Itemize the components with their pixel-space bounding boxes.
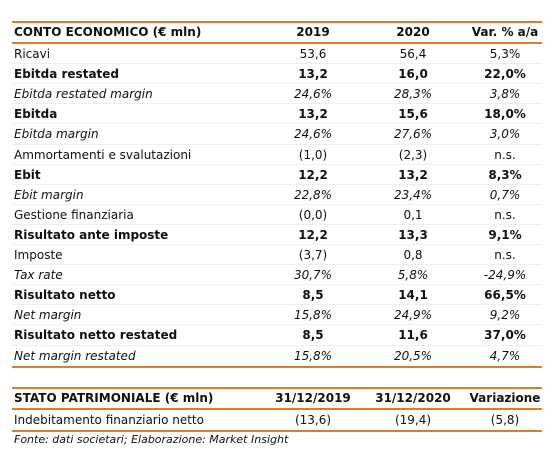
- value-cell: (0,0): [298, 207, 328, 222]
- value-cell: 30,7%: [293, 268, 333, 283]
- value-cell: 15,8%: [293, 348, 333, 363]
- header-cell: 2019: [296, 25, 330, 39]
- value-cell: 66,5%: [484, 288, 526, 303]
- row-label: Net margin restated: [14, 348, 136, 363]
- value-cell: 0,8: [403, 248, 423, 262]
- value-cell: -24,9%: [483, 268, 527, 283]
- value-cell: 8,3%: [488, 167, 522, 182]
- value-cell: 24,9%: [393, 308, 433, 323]
- value-cell: (3,7): [298, 248, 328, 262]
- row-label: Ebitda: [14, 107, 58, 122]
- value-cell: 12,2: [298, 227, 328, 242]
- value-cell: 23,4%: [393, 187, 433, 202]
- row-label: Ebitda margin: [14, 127, 99, 142]
- value-cell: (1,0): [298, 147, 328, 162]
- value-cell: (2,3): [398, 147, 428, 162]
- row-separator: [12, 264, 542, 266]
- value-cell: 53,6: [299, 47, 327, 61]
- value-cell: 5,3%: [489, 47, 521, 61]
- value-cell: 0,1: [403, 207, 423, 222]
- value-cell: 24,6%: [293, 127, 333, 142]
- value-cell: 0,7%: [489, 187, 521, 202]
- value-cell: 3,0%: [489, 127, 521, 142]
- value-cell: 16,0: [398, 67, 428, 82]
- row-separator: [12, 103, 542, 105]
- value-cell: 15,8%: [293, 308, 333, 323]
- row-separator: [12, 304, 542, 306]
- value-cell: 9,1%: [488, 227, 522, 242]
- row-label: Ebit margin: [14, 187, 84, 202]
- value-cell: 8,5: [302, 288, 324, 303]
- value-cell: n.s.: [494, 248, 516, 262]
- row-label: Indebitamento finanziario netto: [14, 413, 204, 427]
- row-separator: [12, 63, 542, 65]
- value-cell: 56,4: [399, 47, 427, 61]
- value-cell: (13,6): [294, 413, 332, 427]
- header-cell: 31/12/2019: [275, 391, 351, 405]
- value-cell: 14,1: [398, 288, 428, 303]
- header-cell: CONTO ECONOMICO (€ mln): [14, 25, 202, 39]
- header-rule: [12, 408, 542, 410]
- row-label: Net margin: [14, 308, 82, 323]
- value-cell: 20,5%: [393, 348, 433, 363]
- row-label: Risultato netto restated: [14, 328, 178, 343]
- value-cell: 37,0%: [484, 328, 526, 343]
- value-cell: (5,8): [490, 413, 520, 427]
- value-cell: 8,5: [302, 328, 324, 343]
- value-cell: n.s.: [494, 207, 516, 222]
- row-label: Gestione finanziaria: [14, 207, 134, 222]
- value-cell: 9,2%: [489, 308, 521, 323]
- value-cell: 13,2: [398, 167, 428, 182]
- value-cell: 15,6: [398, 107, 428, 122]
- header-rule: [12, 21, 542, 23]
- row-label: Ammortamenti e svalutazioni: [14, 147, 192, 162]
- value-cell: n.s.: [494, 147, 516, 162]
- row-label: Tax rate: [14, 268, 63, 283]
- row-separator: [12, 284, 542, 286]
- bottom-rule: [12, 430, 542, 432]
- value-cell: 27,6%: [393, 127, 433, 142]
- header-rule: [12, 387, 542, 389]
- value-cell: 11,6: [398, 328, 428, 343]
- row-separator: [12, 143, 542, 145]
- footer-note: Fonte: dati societari; Elaborazione: Mar…: [14, 433, 289, 446]
- value-cell: 5,8%: [397, 268, 429, 283]
- value-cell: 18,0%: [484, 107, 526, 122]
- value-cell: 13,3: [398, 227, 428, 242]
- row-separator: [12, 223, 542, 225]
- row-label: Ricavi: [14, 47, 51, 61]
- row-label: Ebit: [14, 167, 41, 182]
- header-cell: Var. % a/a: [471, 25, 539, 39]
- value-cell: (19,4): [394, 413, 432, 427]
- value-cell: 13,2: [298, 107, 328, 122]
- header-cell: 31/12/2020: [375, 391, 451, 405]
- value-cell: 22,8%: [293, 187, 333, 202]
- row-label: Risultato netto: [14, 288, 116, 303]
- header-rule: [12, 42, 542, 44]
- value-cell: 28,3%: [393, 87, 433, 102]
- row-separator: [12, 183, 542, 185]
- bottom-rule: [12, 365, 542, 368]
- row-separator: [12, 83, 542, 85]
- value-cell: 13,2: [298, 67, 328, 82]
- row-separator: [12, 244, 542, 245]
- value-cell: 24,6%: [293, 87, 333, 102]
- row-separator: [12, 344, 542, 346]
- value-cell: 3,8%: [489, 87, 521, 102]
- row-separator: [12, 123, 542, 125]
- row-label: Risultato ante imposte: [14, 227, 169, 242]
- row-separator: [12, 324, 542, 326]
- row-separator: [12, 163, 542, 165]
- value-cell: 12,2: [298, 167, 328, 182]
- row-label: Ebitda restated: [14, 67, 119, 82]
- value-cell: 4,7%: [489, 348, 521, 363]
- header-cell: 2020: [396, 25, 430, 39]
- value-cell: 22,0%: [484, 67, 526, 82]
- row-label: Imposte: [14, 248, 63, 262]
- row-separator: [12, 203, 542, 205]
- header-cell: Variazione: [469, 391, 541, 405]
- header-cell: STATO PATRIMONIALE (€ mln): [14, 391, 214, 405]
- row-label: Ebitda restated margin: [14, 87, 153, 102]
